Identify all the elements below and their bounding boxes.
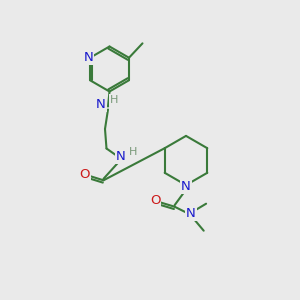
Text: N: N [181,180,191,193]
Text: H: H [110,95,118,105]
Text: N: N [116,150,125,164]
Text: O: O [150,194,160,207]
Text: N: N [84,51,93,64]
Text: O: O [79,168,90,181]
Text: N: N [96,98,106,111]
Text: H: H [129,147,137,157]
Text: N: N [186,207,196,220]
